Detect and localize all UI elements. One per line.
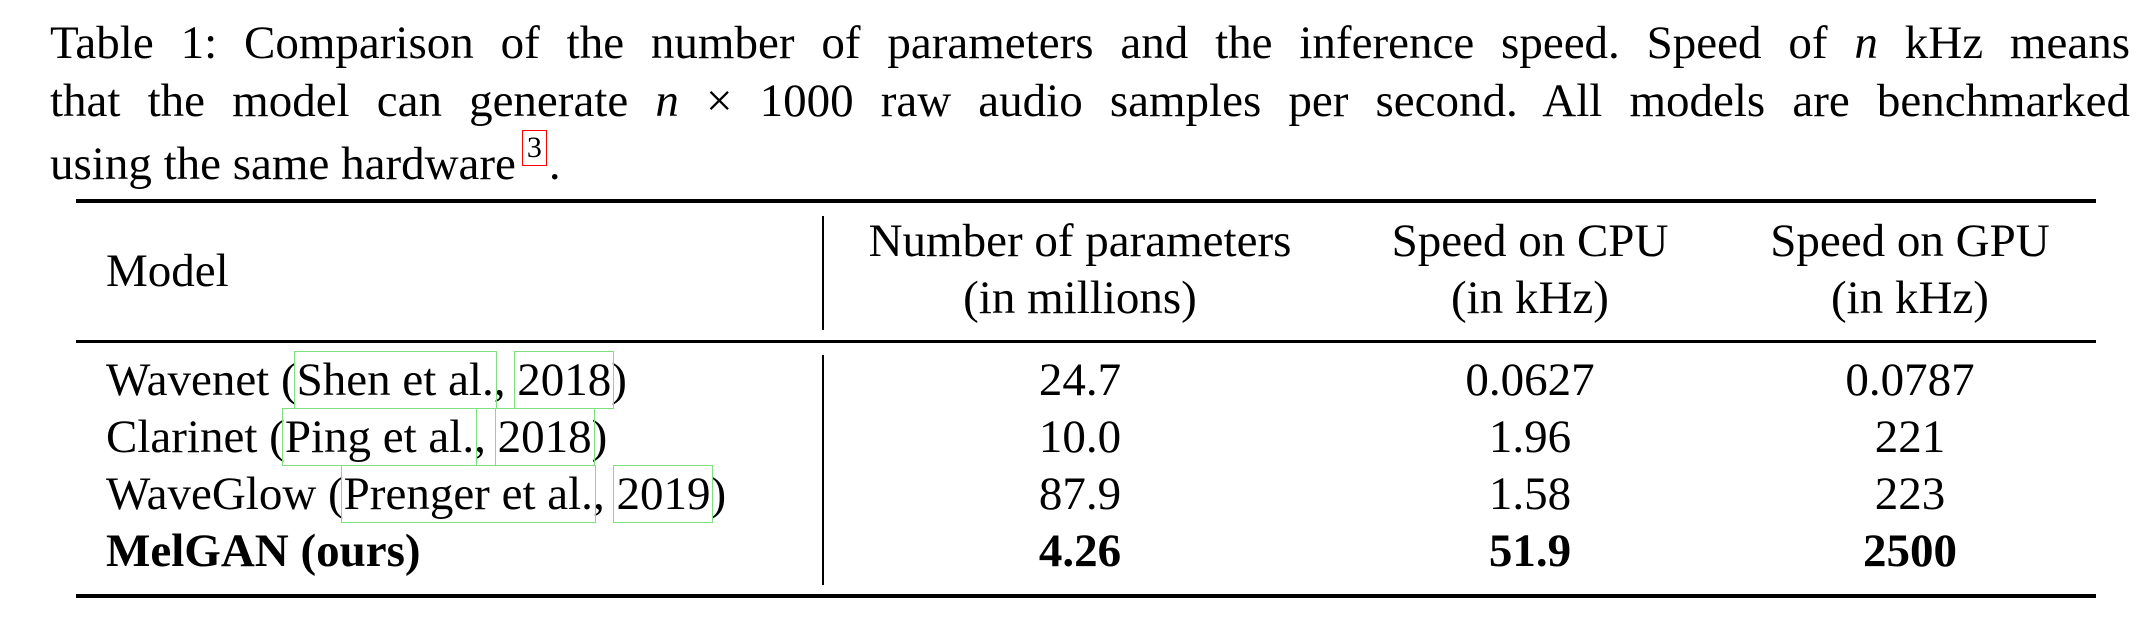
table-cell-params: 87.9 [1038, 468, 1122, 520]
citation-author-link[interactable]: Prenger et al. [340, 465, 596, 523]
caption-line-3: using the same hardware 3. [50, 130, 2130, 193]
model-name: WaveGlow [106, 468, 317, 520]
footnote-link[interactable]: 3 [521, 130, 547, 166]
model-name: Clarinet [106, 411, 258, 463]
table-cell-gpu: 0.0787 [1845, 354, 1975, 406]
table-cell-cpu: 0.0627 [1465, 354, 1595, 406]
header-gpu: Speed on GPU (in kHz) [1720, 213, 2100, 327]
math-variable: n [1854, 17, 1878, 69]
math-operator: × [678, 75, 760, 127]
table-bottom-rule [76, 594, 2096, 598]
header-cpu: Speed on CPU (in kHz) [1360, 213, 1700, 327]
header-gpu-line2: (in kHz) [1831, 272, 1989, 324]
table-cell-params: 4.26 [1038, 525, 1122, 577]
table-cell-params: 24.7 [1038, 354, 1122, 406]
table-caption: Table 1: Comparison of the number of par… [50, 14, 2130, 193]
table-cell-params: 10.0 [1038, 411, 1122, 463]
citation-year-link[interactable]: 2018 [514, 351, 615, 409]
table-cell-gpu: 2500 [1863, 525, 1957, 577]
paren: ( [316, 468, 344, 520]
paren: ( [257, 411, 285, 463]
table-cell-cpu: 1.96 [1488, 411, 1572, 463]
separator: , [474, 411, 498, 463]
separator: , [493, 354, 518, 406]
table-mid-rule [76, 340, 2096, 343]
paren: ) [710, 468, 727, 520]
caption-text: Table 1: Comparison of the number of par… [50, 17, 1855, 69]
table-cell-gpu: 223 [1874, 468, 1946, 520]
table-cell-gpu: 221 [1874, 411, 1946, 463]
header-model: Model [106, 245, 229, 297]
table-cell-cpu: 1.58 [1488, 468, 1572, 520]
table-cell-cpu: 51.9 [1488, 525, 1572, 577]
header-column-separator [822, 216, 824, 330]
caption-text: using the same hardware [50, 138, 516, 190]
paren: ) [611, 354, 627, 406]
table-row-model: WaveGlow (Prenger et al., 2019) [106, 465, 727, 523]
header-cpu-line2: (in kHz) [1451, 272, 1609, 324]
header-cpu-line1: Speed on CPU [1391, 215, 1669, 267]
table-row-model: MelGAN (ours) [106, 525, 421, 577]
header-params: Number of parameters (in millions) [840, 213, 1320, 327]
paren: ( [269, 354, 297, 406]
math-variable: n [655, 75, 679, 127]
citation-year-link[interactable]: 2018 [494, 408, 595, 466]
header-params-line2: (in millions) [963, 272, 1197, 324]
table-top-rule [76, 199, 2096, 203]
caption-text: that the model can generate [50, 75, 656, 127]
paren: ) [591, 411, 608, 463]
citation-author-link[interactable]: Ping et al. [281, 408, 478, 466]
body-column-separator [822, 355, 824, 585]
caption-text: kHz means [1877, 17, 2131, 69]
header-gpu-line1: Speed on GPU [1770, 215, 2050, 267]
caption-text: 1000 raw audio samples per second. All m… [759, 75, 2130, 127]
separator: , [592, 468, 617, 520]
citation-author-link[interactable]: Shen et al. [293, 351, 497, 409]
table-row-model: Wavenet (Shen et al., 2018) [106, 351, 627, 409]
model-name: Wavenet [106, 354, 270, 406]
citation-year-link[interactable]: 2019 [613, 465, 714, 523]
caption-line-1: Table 1: Comparison of the number of par… [50, 14, 2130, 72]
table-row-model: Clarinet (Ping et al., 2018) [106, 408, 608, 466]
header-params-line1: Number of parameters [868, 215, 1292, 267]
caption-line-2: that the model can generate n × 1000 raw… [50, 72, 2130, 130]
caption-text: . [548, 138, 561, 190]
